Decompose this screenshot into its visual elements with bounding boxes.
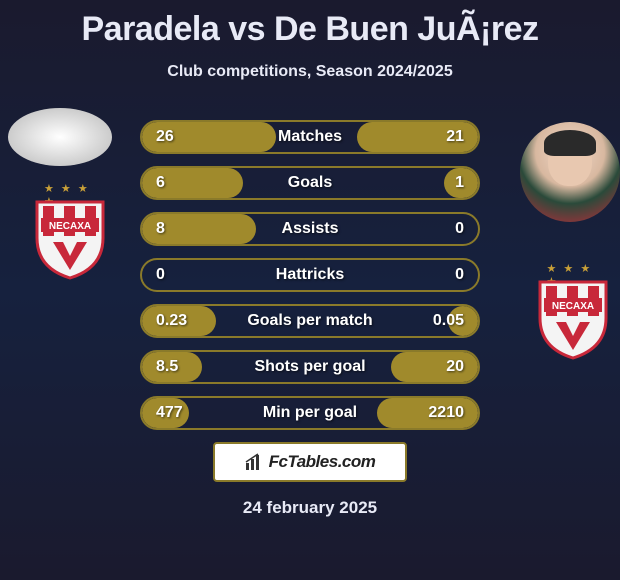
stat-value-right: 2210 bbox=[428, 404, 464, 422]
stat-value-left: 8 bbox=[156, 220, 165, 238]
stat-row: 26 Matches 21 bbox=[140, 120, 480, 154]
stat-label: Min per goal bbox=[263, 404, 357, 422]
stat-row: 6 Goals 1 bbox=[140, 166, 480, 200]
stat-fill-right bbox=[391, 352, 478, 382]
stat-row: 0 Hattricks 0 bbox=[140, 258, 480, 292]
svg-text:NECAXA: NECAXA bbox=[552, 301, 594, 312]
stat-label: Goals bbox=[288, 174, 332, 192]
shield-icon: NECAXA bbox=[536, 278, 610, 360]
stat-value-left: 6 bbox=[156, 174, 165, 192]
club-left-badge: ★ ★ ★ ★ NECAXA bbox=[18, 180, 122, 284]
player-left-avatar bbox=[8, 108, 112, 166]
club-right-badge: ★ ★ ★ ★ NECAXA bbox=[520, 260, 620, 366]
svg-text:NECAXA: NECAXA bbox=[49, 221, 91, 232]
stat-label: Goals per match bbox=[247, 312, 372, 330]
stat-value-left: 8.5 bbox=[156, 358, 178, 376]
stat-value-left: 0.23 bbox=[156, 312, 187, 330]
stat-row: 8 Assists 0 bbox=[140, 212, 480, 246]
season-subtitle: Club competitions, Season 2024/2025 bbox=[0, 63, 620, 81]
stat-value-right: 0.05 bbox=[433, 312, 464, 330]
stat-value-right: 20 bbox=[446, 358, 464, 376]
page-title: Paradela vs De Buen JuÃ¡rez bbox=[0, 0, 620, 49]
player-right-avatar bbox=[520, 122, 620, 222]
stat-value-right: 1 bbox=[455, 174, 464, 192]
stats-container: 26 Matches 21 6 Goals 1 8 Assists 0 0 Hattricks 0 0.… bbox=[140, 120, 480, 442]
stat-value-left: 0 bbox=[156, 266, 165, 284]
chart-icon bbox=[245, 453, 263, 471]
stat-value-right: 21 bbox=[446, 128, 464, 146]
stat-label: Hattricks bbox=[276, 266, 344, 284]
stat-value-right: 0 bbox=[455, 266, 464, 284]
stat-label: Assists bbox=[282, 220, 339, 238]
stat-value-left: 477 bbox=[156, 404, 183, 422]
fctables-label: FcTables.com bbox=[269, 452, 376, 472]
stat-label: Shots per goal bbox=[254, 358, 365, 376]
stat-label: Matches bbox=[278, 128, 342, 146]
stat-value-left: 26 bbox=[156, 128, 174, 146]
stat-value-right: 0 bbox=[455, 220, 464, 238]
fctables-watermark: FcTables.com bbox=[213, 442, 407, 482]
date-label: 24 february 2025 bbox=[243, 498, 377, 518]
stat-row: 8.5 Shots per goal 20 bbox=[140, 350, 480, 384]
shield-icon: NECAXA bbox=[33, 198, 107, 280]
stat-row: 477 Min per goal 2210 bbox=[140, 396, 480, 430]
stat-row: 0.23 Goals per match 0.05 bbox=[140, 304, 480, 338]
